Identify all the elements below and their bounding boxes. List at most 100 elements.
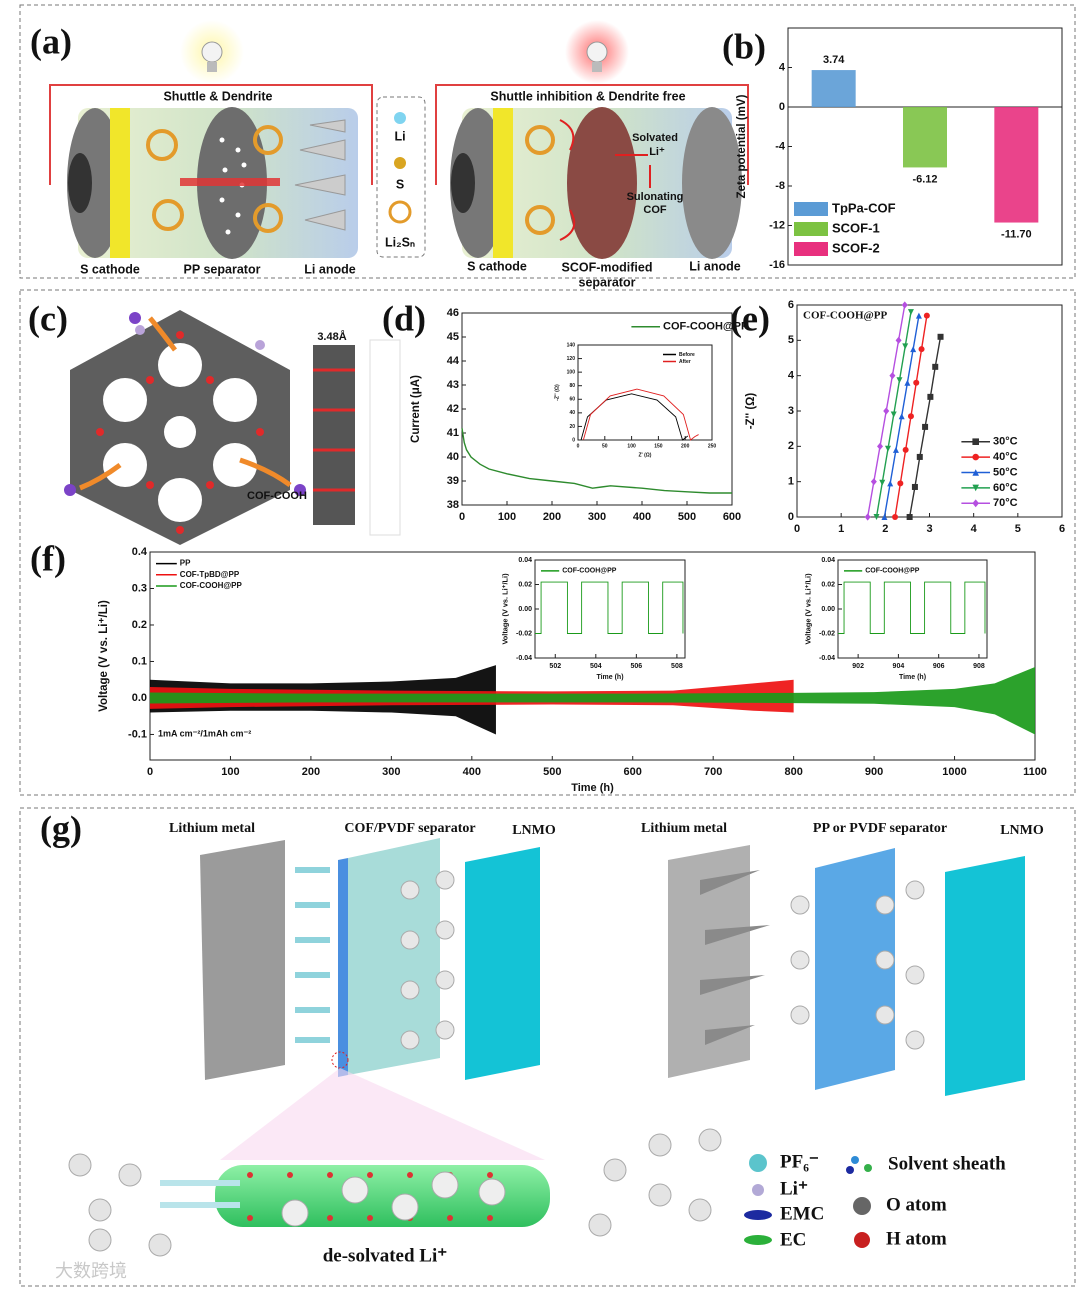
marker [972, 469, 979, 476]
panel-label: (e) [730, 298, 770, 338]
marker [883, 407, 890, 415]
x-tick-label: 100 [627, 443, 636, 449]
diagram-label: Lithium metal [641, 821, 727, 836]
marker [898, 413, 905, 420]
x-tick-label: 904 [893, 663, 905, 670]
y-axis-label: Voltage (V vs. Li⁺/Li) [98, 600, 110, 712]
y-tick-label: 38 [447, 499, 459, 511]
y-tick-label: 44 [447, 355, 460, 367]
x-tick-label: 2 [882, 523, 888, 535]
y-tick-label: 46 [447, 307, 459, 319]
y-tick-label: -0.02 [819, 630, 835, 637]
marker [896, 377, 903, 384]
x-tick-label: 0 [794, 523, 800, 535]
x-tick-label: 6 [1059, 523, 1065, 535]
legend-label: EMC [780, 1203, 824, 1224]
y-tick-label: 4 [788, 370, 795, 382]
legend-swatch [794, 222, 828, 236]
x-tick-label: 5 [1015, 523, 1021, 535]
y-axis-label: Current (μA) [410, 375, 422, 443]
y-axis-label: Voltage (V vs. Li⁺/Li) [501, 573, 510, 645]
marker [907, 413, 914, 420]
y-tick-label: 0.02 [518, 581, 532, 588]
y-tick-label: -12 [769, 219, 785, 231]
x-tick-label: 600 [723, 511, 741, 523]
icon-lis [388, 200, 412, 224]
y-tick-label: 80 [569, 383, 575, 389]
inset-background [578, 345, 712, 440]
diagram-label: COF/PVDF separator [344, 821, 475, 836]
frame-middle [19, 289, 1076, 796]
series-line [582, 388, 699, 441]
legend-box [376, 96, 426, 258]
y-tick-label: 120 [567, 356, 576, 362]
legend-label: SCOF-1 [832, 220, 880, 235]
x-tick-label: 900 [865, 766, 883, 778]
diagram-label: separator [579, 275, 636, 289]
marker [918, 346, 925, 353]
legend-label: COF-COOH@PP [663, 321, 748, 333]
x-tick-label: 200 [302, 766, 320, 778]
watermark: 大数跨境 [55, 1261, 127, 1281]
y-tick-label: -0.04 [516, 655, 532, 662]
diagram-label: SCOF-modified [562, 260, 653, 274]
y-tick-label: 0.02 [821, 581, 835, 588]
y-tick-label: 0 [572, 437, 575, 443]
legend-swatch [794, 242, 828, 256]
x-tick-label: 508 [671, 663, 683, 670]
marker [881, 514, 888, 520]
marker [972, 438, 979, 445]
panel-label: (a) [30, 21, 72, 61]
legend-label: Li⁺ [780, 1178, 808, 1199]
y-axis-label: -Z'' (Ω) [554, 384, 560, 401]
x-tick-label: 300 [588, 511, 606, 523]
y-tick-label: 0.4 [132, 546, 148, 558]
x-tick-label: 908 [973, 663, 985, 670]
x-tick-label: 700 [704, 766, 722, 778]
marker [884, 445, 891, 452]
diagram-label: PP or PVDF separator [813, 821, 947, 836]
y-tick-label: 140 [567, 342, 576, 348]
legend-label: COF-COOH@PP [562, 568, 617, 575]
cell-left [49, 20, 373, 259]
y-tick-label: -4 [775, 140, 786, 152]
marker [873, 514, 880, 520]
marker [907, 309, 914, 316]
y-tick-label: 0.3 [132, 582, 147, 594]
legend-label: 70°C [993, 497, 1018, 509]
bar [994, 107, 1039, 223]
series-line [535, 581, 684, 634]
x-tick-label: 1100 [1023, 766, 1047, 778]
legend-label: PP [180, 559, 191, 568]
y-tick-label: 0 [779, 101, 785, 113]
marker [922, 423, 929, 430]
bar [811, 70, 856, 107]
marker [932, 363, 939, 370]
x-tick-label: 0 [459, 511, 465, 523]
x-tick-label: 150 [654, 443, 663, 449]
marker [889, 372, 896, 380]
diagram-label: Li anode [689, 259, 740, 273]
x-tick-label: 1 [838, 523, 844, 535]
x-tick-label: 100 [498, 511, 516, 523]
legend-label: 60°C [993, 482, 1018, 494]
x-axis-label: Time (h) [899, 674, 926, 681]
legend-label: Solvent sheath [888, 1153, 1006, 1174]
diagram-label: Li anode [304, 262, 355, 276]
y-tick-label: 0.2 [132, 619, 147, 631]
y-tick-label: 100 [567, 369, 576, 375]
x-tick-label: 800 [784, 766, 802, 778]
callout: Li⁺ [649, 146, 665, 158]
y-tick-label: 40 [447, 451, 459, 463]
legend-label: SCOF-2 [832, 240, 880, 255]
x-tick-label: 400 [633, 511, 651, 523]
diagram-label: LNMO [512, 823, 556, 838]
y-tick-label: 0.00 [821, 606, 835, 613]
legend-label: PF₆⁻ [780, 1151, 819, 1172]
value-label: -6.12 [912, 173, 937, 185]
legend-swatch [794, 202, 828, 216]
panel-label: (b) [722, 26, 766, 66]
callout: Solvated [632, 132, 678, 144]
y-tick-label: 45 [447, 331, 459, 343]
icon-s [394, 157, 406, 169]
